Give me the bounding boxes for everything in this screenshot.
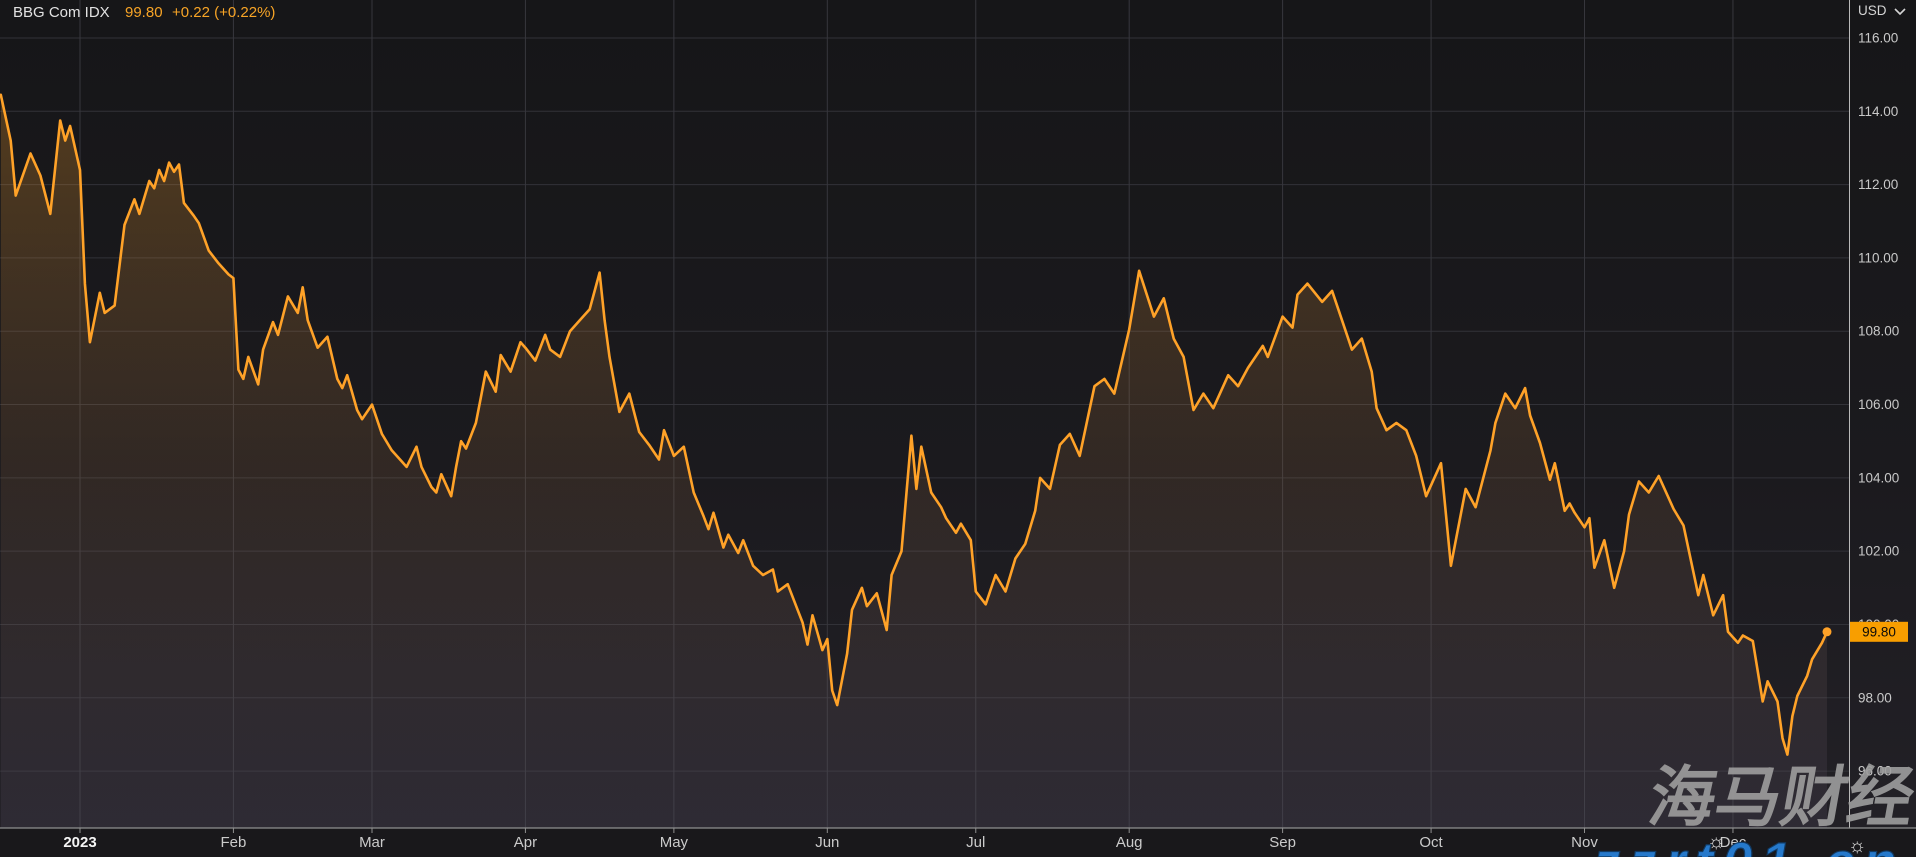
- price-line: [0, 93, 1829, 756]
- x-tick-label: Sep: [1269, 834, 1296, 851]
- y-tick-label: 104.00: [1858, 470, 1899, 485]
- y-axis: 116.00 114.00 112.00 110.00 108.00 106.00 104.…: [1849, 0, 1906, 828]
- x-axis: 2023 Feb Mar Apr May Jun Jul Aug Sep Oct Nov Dec: [0, 827, 1916, 857]
- chart-header: BBG Com IDX 99.80 +0.22 (+0.22%): [13, 4, 275, 21]
- x-tick-label: 2023: [63, 834, 96, 851]
- last-price-text: 99.80: [125, 4, 163, 21]
- y-tick-label: 114.00: [1858, 104, 1898, 119]
- x-tick-label: Apr: [514, 834, 537, 851]
- instrument-name: BBG Com IDX: [13, 4, 110, 21]
- currency-dropdown[interactable]: USD: [1858, 3, 1906, 18]
- watermark: 海马财经 zzrt01.cn ☼ ☼: [1588, 761, 1916, 857]
- x-tick-label: Mar: [359, 834, 385, 851]
- last-price-tag: 99.80: [1850, 621, 1908, 642]
- y-tick-label: 116.00: [1858, 31, 1898, 46]
- x-tick-label: Aug: [1116, 834, 1143, 851]
- y-tick-label: 110.00: [1858, 250, 1898, 265]
- last-price-tag-value: 99.80: [1862, 625, 1896, 640]
- y-tick-label: 108.00: [1858, 324, 1899, 339]
- last-price-tag-bg: [1850, 621, 1908, 642]
- area-fill: [0, 94, 1827, 829]
- currency-label[interactable]: USD: [1858, 3, 1887, 18]
- last-price-dot: [1822, 627, 1832, 637]
- chevron-down-icon: [1894, 8, 1906, 16]
- x-tick-label: May: [660, 834, 689, 851]
- x-tick-label: Oct: [1419, 834, 1443, 851]
- watermark-site-text: zzrt01.cn: [1589, 831, 1912, 857]
- x-tick-label: Jul: [966, 834, 985, 851]
- x-tick-label: Nov: [1571, 834, 1598, 851]
- watermark-gear-icon: ☼: [1848, 835, 1866, 857]
- price-change-text: +0.22 (+0.22%): [172, 4, 275, 21]
- y-tick-label: 96.00: [1858, 764, 1892, 779]
- x-tick-label: Jun: [815, 834, 839, 851]
- x-tick-label: Feb: [220, 834, 246, 851]
- watermark-cn-text: 海马财经: [1643, 761, 1916, 834]
- y-tick-label: 112.00: [1858, 177, 1898, 192]
- x-axis-strip: [0, 828, 1916, 857]
- y-tick-label: 106.00: [1858, 397, 1899, 412]
- watermark-gear-icon: ☼: [1707, 831, 1725, 853]
- y-tick-label: 98.00: [1858, 690, 1892, 705]
- x-tick-label: Dec: [1720, 834, 1747, 851]
- y-tick-label: 102.00: [1858, 544, 1899, 559]
